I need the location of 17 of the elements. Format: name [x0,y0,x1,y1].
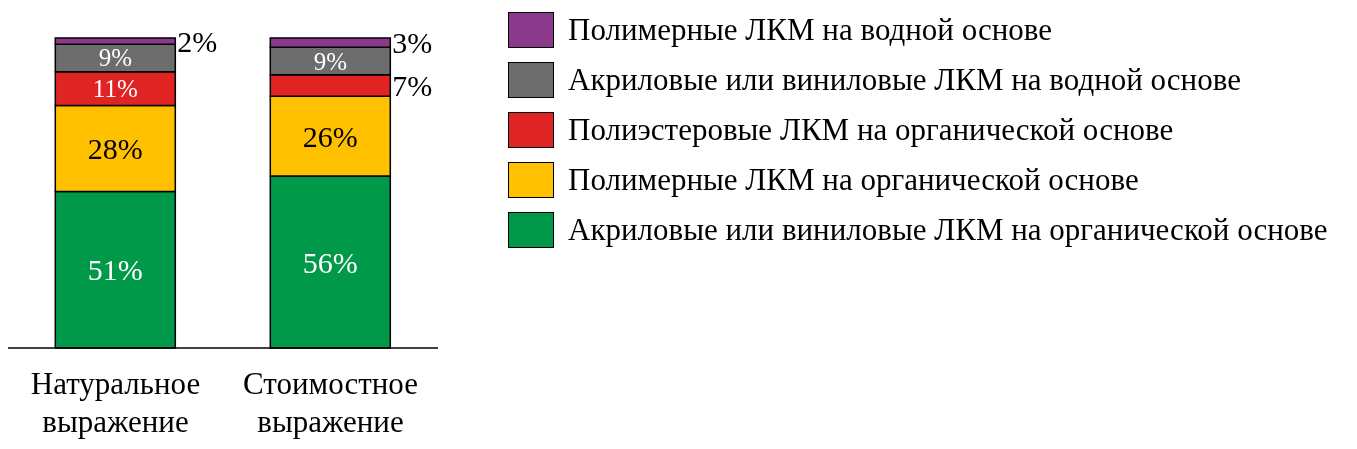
x-tick-label: Натуральное выражение [30,366,201,439]
data-label: 56% [302,245,358,279]
data-label: 3% [392,26,433,60]
legend-label: Акриловые или виниловые ЛКМ на водной основе [568,62,1242,98]
data-label: 26% [302,119,358,153]
legend-label: Полимерные ЛКМ на водной основе [568,12,1054,48]
legend-label: Акриловые или виниловые ЛКМ на органической основе [568,212,1329,248]
data-label: 2% [177,24,218,58]
data-label: 7% [392,69,433,103]
data-label: 51% [87,253,143,287]
legend-label: Полиэстеровые ЛКМ на органической основе [568,112,1175,148]
legend-label: Полимерные ЛКМ на органической основе [568,162,1140,198]
data-label: 9% [98,44,132,72]
data-label: 28% [87,132,143,165]
data-label: 11% [92,75,138,103]
x-tick-label: Стоимостное выражение [243,366,418,439]
data-label: 9% [313,47,347,75]
